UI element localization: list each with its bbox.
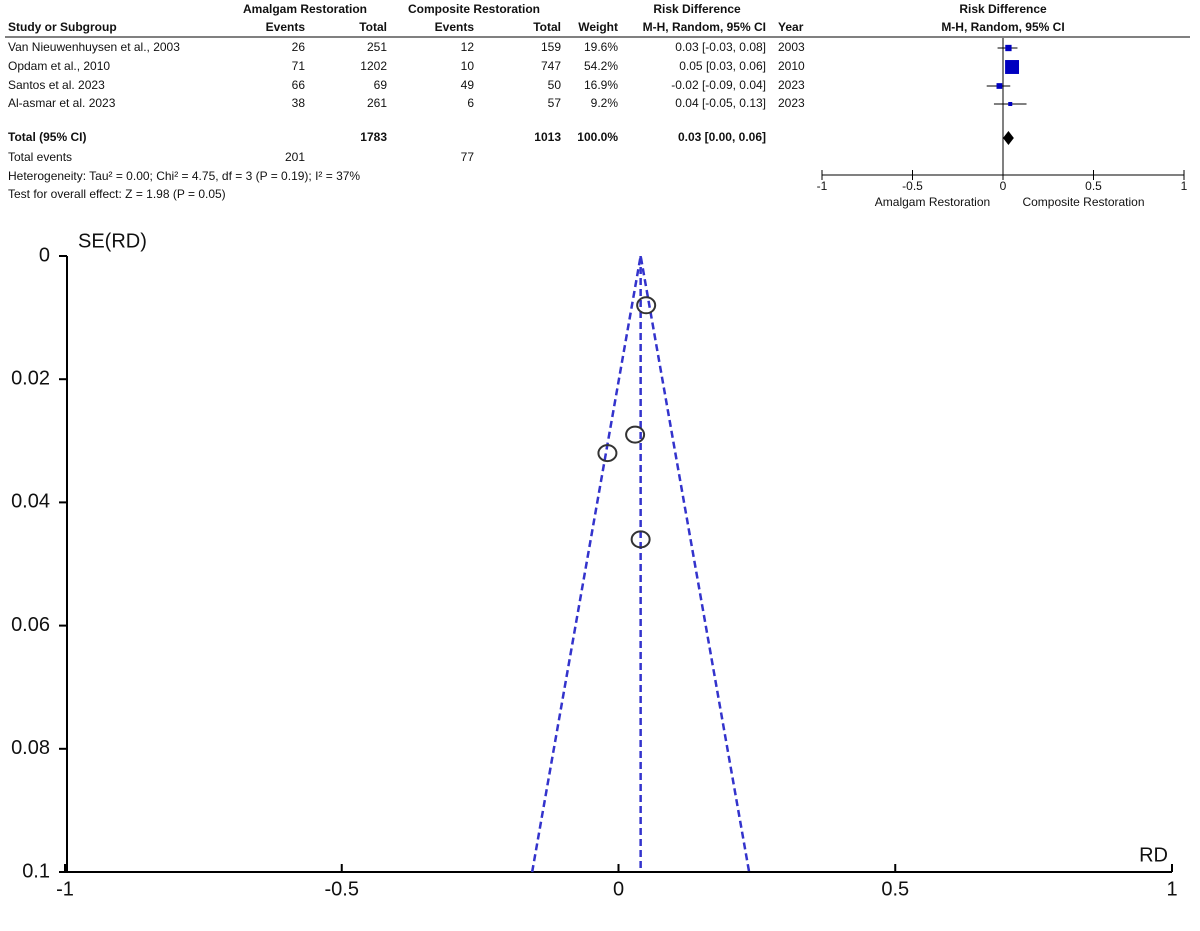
table-cell: 66 <box>292 78 306 92</box>
y-tick-label: 0.08 <box>11 737 50 759</box>
study-point <box>630 530 651 549</box>
table-cell: 1202 <box>360 59 387 73</box>
table-cell: 19.6% <box>584 40 618 54</box>
heterogeneity: Heterogeneity: Tau² = 0.00; Chi² = 4.75,… <box>8 169 360 183</box>
column-header: M-H, Random, 95% CI <box>643 20 766 34</box>
column-header: Total <box>533 20 561 34</box>
left-label: Amalgam Restoration <box>875 195 990 209</box>
column-header: Total <box>359 20 387 34</box>
total-cell: Total (95% CI) <box>8 130 86 144</box>
column-header: M-H, Random, 95% CI <box>941 20 1064 34</box>
table-cell: 49 <box>461 78 475 92</box>
total-cell: 1013 <box>534 130 561 144</box>
y-tick-label: 0.04 <box>11 491 50 513</box>
total-ci-label: 0.03 [0.00, 0.06] <box>678 130 766 144</box>
total-events-cell: 201 <box>285 150 305 164</box>
group-header: Composite Restoration <box>408 2 540 16</box>
study-point <box>597 444 618 463</box>
table-cell: 12 <box>461 40 475 54</box>
table-cell: 54.2% <box>584 59 618 73</box>
table-cell: Opdam et al., 2010 <box>8 59 110 73</box>
column-header: Weight <box>578 20 618 34</box>
effect-square <box>996 83 1003 89</box>
total-diamond <box>1003 131 1014 145</box>
group-header: Risk Difference <box>959 2 1047 16</box>
table-cell: 26 <box>292 40 306 54</box>
y-tick-label: 0.1 <box>22 860 50 882</box>
total-cell: 1783 <box>360 130 387 144</box>
x-tick-label: -1 <box>817 179 828 193</box>
study-point <box>625 425 646 444</box>
y-tick-label: 0 <box>39 244 50 266</box>
group-header: Risk Difference <box>653 2 741 16</box>
group-header: Amalgam Restoration <box>243 2 367 16</box>
y-axis-label: SE(RD) <box>78 230 147 252</box>
right-label: Composite Restoration <box>1022 195 1144 209</box>
ci-label: -0.02 [-0.09, 0.04] <box>671 78 766 92</box>
ci-label: 0.03 [-0.03, 0.08] <box>675 40 766 54</box>
table-cell: Van Nieuwenhuysen et al., 2003 <box>8 40 180 54</box>
table-cell: 261 <box>367 96 387 110</box>
effect-square <box>1008 101 1013 107</box>
effect-square <box>1005 60 1020 74</box>
total-cell: 100.0% <box>577 130 618 144</box>
table-cell: 10 <box>461 59 475 73</box>
x-tick-label: -0.5 <box>902 179 923 193</box>
column-header: Events <box>435 20 475 34</box>
x-tick-label: 0 <box>613 878 624 900</box>
x-tick-label: 0.5 <box>1085 179 1102 193</box>
x-tick-label: 1 <box>1166 878 1177 900</box>
ci-label: 0.04 [-0.05, 0.13] <box>675 96 766 110</box>
total-events-cell: 77 <box>461 150 475 164</box>
table-cell: 2023 <box>778 78 805 92</box>
y-tick-label: 0.06 <box>11 614 50 636</box>
table-cell: 251 <box>367 40 387 54</box>
column-header: Study or Subgroup <box>8 20 117 34</box>
table-cell: 2003 <box>778 40 805 54</box>
y-tick-label: 0.02 <box>11 367 50 389</box>
effect-square <box>1005 44 1012 52</box>
table-cell: 2023 <box>778 96 805 110</box>
x-axis-label: RD <box>1139 844 1168 866</box>
study-point <box>636 296 657 315</box>
table-cell: Santos et al. 2023 <box>8 78 105 92</box>
table-cell: 16.9% <box>584 78 618 92</box>
table-cell: 57 <box>548 96 562 110</box>
table-cell: 69 <box>374 78 388 92</box>
overall-effect: Test for overall effect: Z = 1.98 (P = 0… <box>8 187 226 201</box>
x-tick-label: -0.5 <box>325 878 359 900</box>
x-tick-label: 0 <box>1000 179 1007 193</box>
ci-label: 0.05 [0.03, 0.06] <box>679 59 766 73</box>
x-tick-label: 0.5 <box>881 878 909 900</box>
table-cell: 159 <box>541 40 561 54</box>
x-tick-label: -1 <box>56 878 74 900</box>
table-cell: Al-asmar et al. 2023 <box>8 96 116 110</box>
column-header: Year <box>778 20 804 34</box>
table-cell: 50 <box>548 78 562 92</box>
table-cell: 71 <box>292 59 306 73</box>
total-events-cell: Total events <box>8 150 72 164</box>
column-header: Events <box>266 20 306 34</box>
table-cell: 9.2% <box>591 96 619 110</box>
table-cell: 6 <box>467 96 474 110</box>
x-tick-label: 1 <box>1181 179 1188 193</box>
table-cell: 38 <box>292 96 306 110</box>
table-cell: 2010 <box>778 59 805 73</box>
table-cell: 747 <box>541 59 561 73</box>
